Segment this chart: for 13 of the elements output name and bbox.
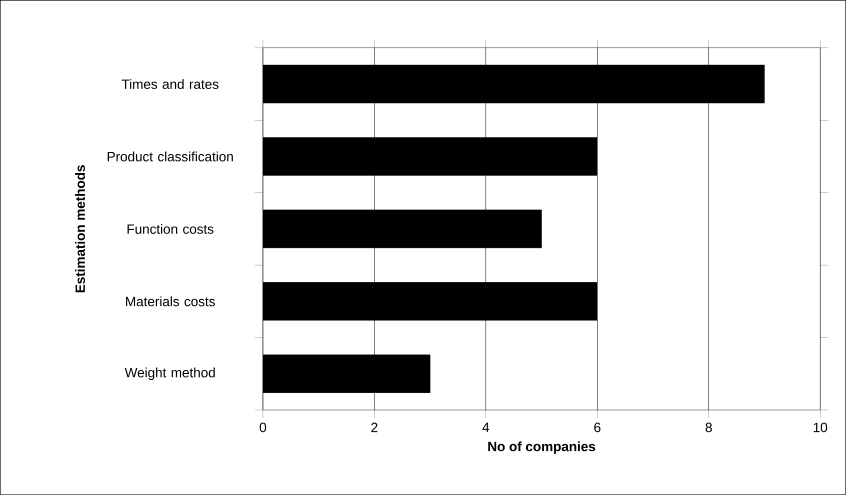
y-tick-label: Materials costs (126, 296, 215, 306)
x-tick-label: 8 (706, 422, 712, 432)
x-tick-label: 4 (482, 422, 490, 432)
y-tick-label: Product classification (108, 152, 233, 162)
x-tick-label: 0 (260, 422, 266, 432)
x-tick-label: 6 (594, 422, 600, 432)
y-tick-label: Function costs (128, 224, 214, 234)
y-tick-label: Weight method (124, 368, 215, 380)
x-tick-label: 2 (371, 422, 378, 432)
x-tick-label: 10 (814, 422, 828, 432)
x-axis-title: No of companies (488, 441, 596, 454)
y-tick-label: Times and rates (122, 79, 218, 90)
y-axis-title: Estimation methods (75, 165, 85, 292)
